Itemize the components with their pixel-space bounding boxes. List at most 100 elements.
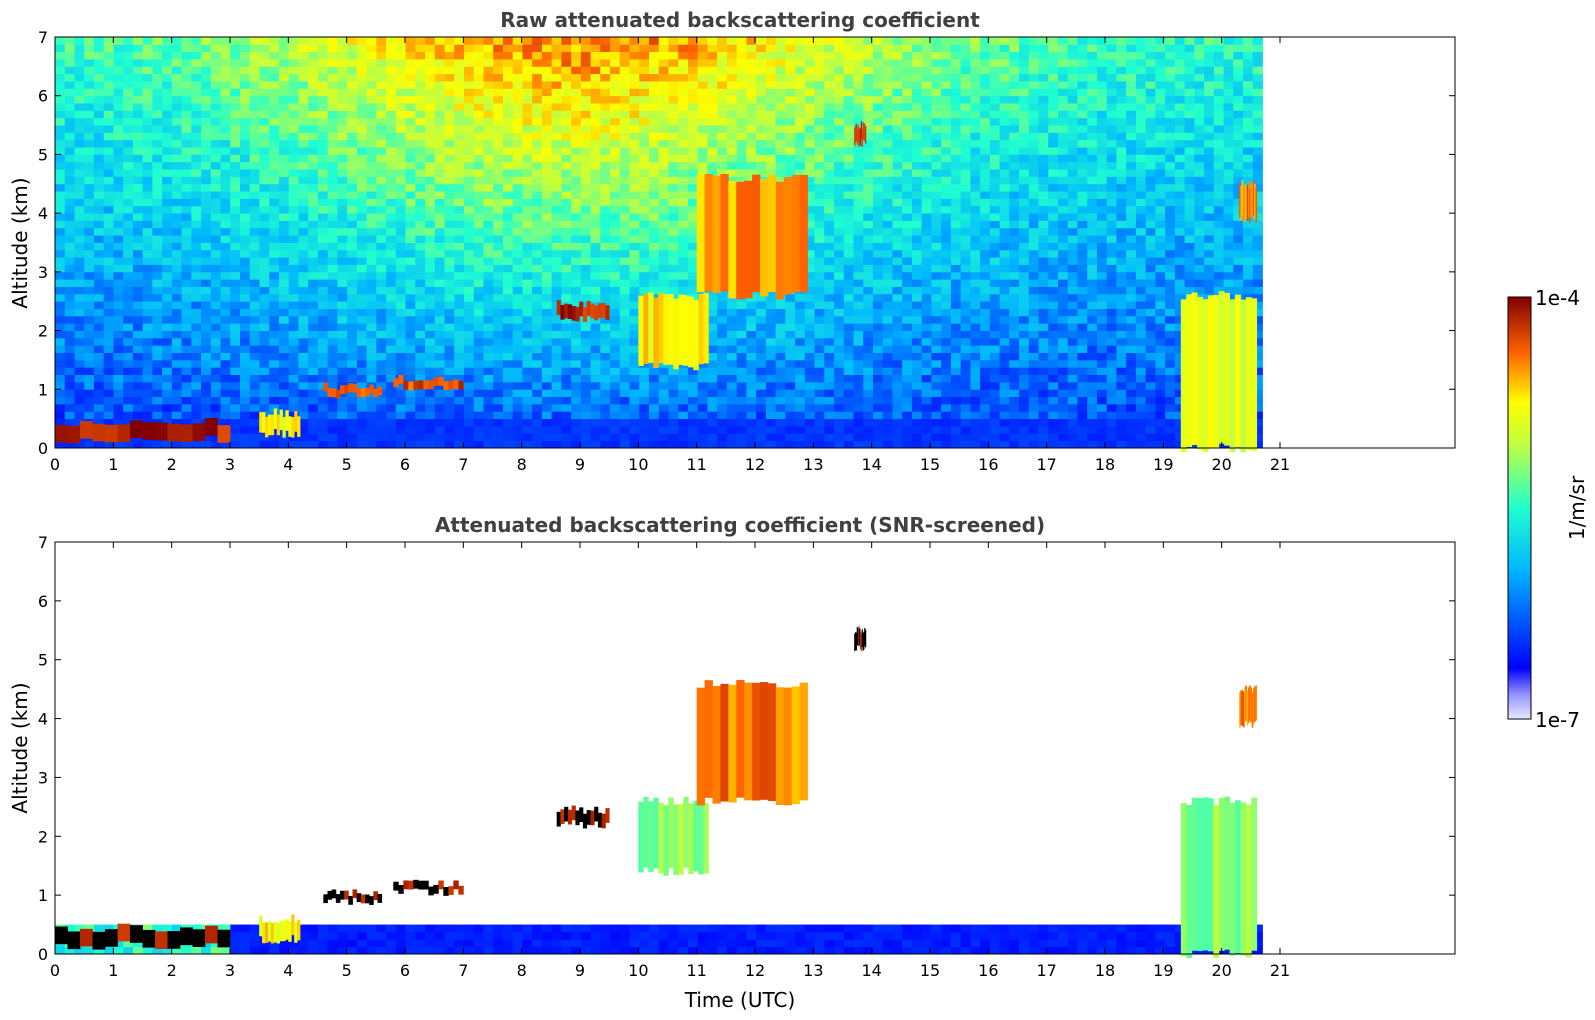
heatmap-cell xyxy=(240,418,251,427)
heatmap-cell xyxy=(463,220,475,229)
heatmap-cell xyxy=(658,132,669,141)
heatmap-cell xyxy=(278,367,290,376)
heatmap-cell xyxy=(532,220,543,229)
heatmap-cell xyxy=(327,286,338,295)
heatmap-cell xyxy=(863,66,874,75)
heatmap-cell xyxy=(561,147,572,155)
heatmap-cell xyxy=(181,125,192,133)
heatmap-cell xyxy=(152,271,163,280)
heatmap-cell xyxy=(610,352,621,361)
heatmap-cell xyxy=(454,367,465,376)
heatmap-cell xyxy=(405,352,416,361)
heatmap-cell xyxy=(795,169,806,177)
heatmap-cell xyxy=(717,308,728,317)
heatmap-cell xyxy=(843,374,854,383)
heatmap-cell xyxy=(366,301,377,309)
heatmap-cell xyxy=(405,323,416,331)
heatmap-cell xyxy=(308,59,319,67)
heatmap-cell xyxy=(765,51,777,60)
heatmap-cell xyxy=(132,205,144,214)
heatmap-cell xyxy=(892,154,903,163)
heatmap-cell xyxy=(123,418,134,427)
heatmap-cell xyxy=(444,411,455,420)
heatmap-cell xyxy=(64,227,75,236)
heatmap-cell xyxy=(473,213,484,221)
heatmap-cell xyxy=(288,308,299,317)
heatmap-cell xyxy=(142,198,153,207)
heatmap-cell xyxy=(113,176,124,185)
heatmap-cell xyxy=(181,176,192,185)
heatmap-cell xyxy=(707,411,718,420)
heatmap-cell xyxy=(425,308,436,317)
heatmap-cell xyxy=(746,66,757,75)
heatmap-cell xyxy=(804,110,815,119)
heatmap-cell xyxy=(210,345,221,353)
heatmap-cell xyxy=(463,308,475,317)
heatmap-cell xyxy=(327,103,338,111)
heatmap-cell xyxy=(882,66,893,75)
heatmap-cell xyxy=(405,51,416,60)
heatmap-cell xyxy=(113,440,124,449)
heatmap-cell xyxy=(308,81,319,89)
heatmap-cell xyxy=(824,51,835,60)
heatmap-cell xyxy=(551,103,562,111)
heatmap-cell xyxy=(619,381,630,390)
heatmap-cell xyxy=(308,257,319,265)
heatmap-cell xyxy=(308,103,319,111)
heatmap-cell xyxy=(347,308,358,317)
heatmap-cell xyxy=(687,271,699,280)
heatmap-cell xyxy=(386,345,397,353)
heatmap-cell xyxy=(493,271,504,280)
heatmap-cell xyxy=(785,352,796,361)
heatmap-cell xyxy=(298,301,309,309)
heatmap-cell xyxy=(123,117,134,126)
heatmap-cell xyxy=(561,345,572,353)
heatmap-cell xyxy=(911,205,923,214)
heatmap-cell xyxy=(463,286,475,295)
heatmap-cell xyxy=(278,198,290,207)
heatmap-cell xyxy=(834,59,845,67)
heatmap-cell xyxy=(785,389,796,398)
heatmap-cell xyxy=(142,227,153,236)
heatmap-cell xyxy=(863,132,874,141)
heatmap-cell xyxy=(298,88,309,97)
heatmap-cell xyxy=(278,169,290,177)
heatmap-cell xyxy=(473,352,484,361)
heatmap-cell xyxy=(201,147,212,155)
heatmap-cell xyxy=(483,396,494,405)
heatmap-cell xyxy=(532,154,543,163)
heatmap-cell xyxy=(425,81,436,89)
heatmap-cell xyxy=(600,103,611,111)
heatmap-cell xyxy=(327,359,338,368)
heatmap-cell xyxy=(386,330,397,339)
heatmap-cell xyxy=(386,374,397,383)
heatmap-cell xyxy=(210,235,221,243)
heatmap-cell xyxy=(327,66,338,75)
heatmap-cell xyxy=(512,110,523,119)
heatmap-cell xyxy=(298,198,309,207)
heatmap-cell xyxy=(473,374,484,383)
heatmap-cell xyxy=(541,103,553,111)
heatmap-cell xyxy=(687,191,699,199)
heatmap-cell xyxy=(629,293,640,302)
heatmap-cell xyxy=(93,81,105,89)
heatmap-cell xyxy=(872,433,884,442)
heatmap-cell xyxy=(171,220,182,229)
heatmap-cell xyxy=(902,403,913,412)
heatmap-cell xyxy=(93,359,105,368)
heatmap-cell xyxy=(463,183,475,192)
heatmap-cell xyxy=(308,205,319,214)
heatmap-cell xyxy=(532,337,543,346)
heatmap-cell xyxy=(425,198,436,207)
heatmap-cell xyxy=(639,235,650,243)
heatmap-cell xyxy=(366,117,377,126)
heatmap-cell xyxy=(824,411,835,420)
heatmap-cell xyxy=(483,205,494,214)
heatmap-cell xyxy=(395,81,406,89)
heatmap-cell xyxy=(600,161,611,170)
heatmap-cell xyxy=(921,374,932,383)
heatmap-cell xyxy=(717,425,728,434)
heatmap-cell xyxy=(220,337,231,346)
heatmap-cell xyxy=(434,176,445,185)
heatmap-cell xyxy=(386,249,397,258)
